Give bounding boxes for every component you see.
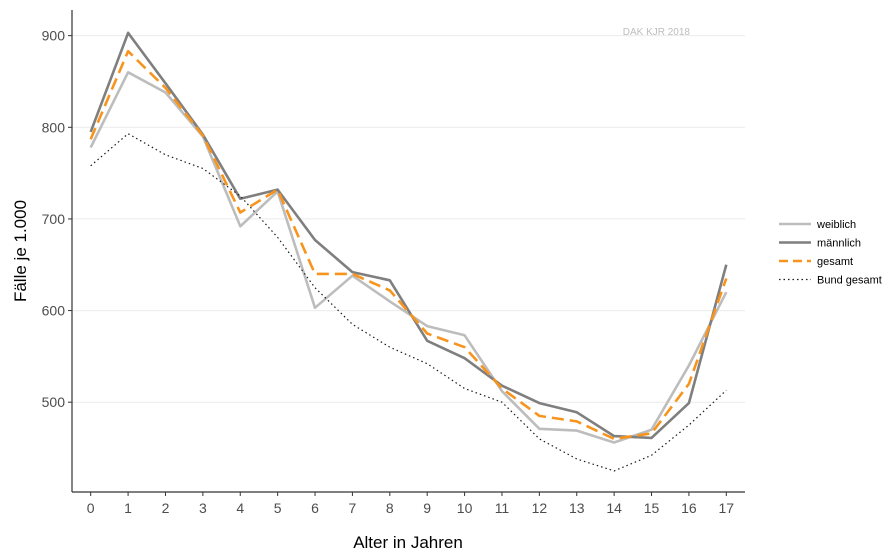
x-tick-label: 1 — [124, 500, 132, 516]
x-tick-label: 10 — [457, 500, 473, 516]
y-tick-label: 500 — [42, 394, 66, 410]
x-tick-label: 6 — [311, 500, 319, 516]
series-lines — [89, 31, 728, 472]
y-tick-label: 800 — [42, 119, 66, 135]
x-tick-label: 0 — [87, 500, 95, 516]
x-tick-label: 15 — [644, 500, 660, 516]
legend-label-2: gesamt — [817, 256, 853, 268]
legend-label-0: weiblich — [816, 219, 856, 231]
x-tick-label: 4 — [236, 500, 244, 516]
y-axis-ticks: 500 600 700 800 900 — [42, 28, 72, 410]
x-tick-label: 12 — [532, 500, 548, 516]
x-tick-label: 11 — [495, 500, 510, 516]
series-line-1 — [89, 31, 728, 440]
legend-label-3: Bund gesamt — [817, 275, 882, 287]
x-tick-label: 3 — [199, 500, 207, 516]
x-tick-label: 9 — [423, 500, 431, 516]
x-tick-label: 17 — [719, 500, 735, 516]
source-note: DAK KJR 2018 — [623, 27, 691, 38]
y-axis-title: Fälle je 1.000 — [11, 200, 30, 302]
grid-lines — [72, 35, 745, 403]
legend-label-1: männlich — [817, 238, 861, 250]
series-line-0 — [89, 71, 728, 444]
y-tick-label: 600 — [42, 303, 66, 319]
x-tick-label: 5 — [274, 500, 282, 516]
x-tick-label: 2 — [162, 500, 170, 516]
series-line-3 — [90, 133, 727, 472]
x-tick-label: 14 — [606, 500, 622, 516]
x-axis-ticks: 0 1 2 3 4 5 6 7 8 9 10 11 12 13 14 15 16 17 — [87, 492, 735, 516]
legend: weiblich männlich gesamt Bund gesamt — [779, 219, 882, 287]
y-tick-label: 900 — [42, 28, 66, 44]
x-tick-label: 8 — [386, 500, 394, 516]
x-tick-label: 16 — [681, 500, 697, 516]
x-axis-title: Alter in Jahren — [353, 533, 463, 552]
x-tick-label: 13 — [569, 500, 585, 516]
x-tick-label: 7 — [349, 500, 357, 516]
series-line-2 — [89, 49, 728, 441]
y-tick-label: 700 — [42, 211, 66, 227]
